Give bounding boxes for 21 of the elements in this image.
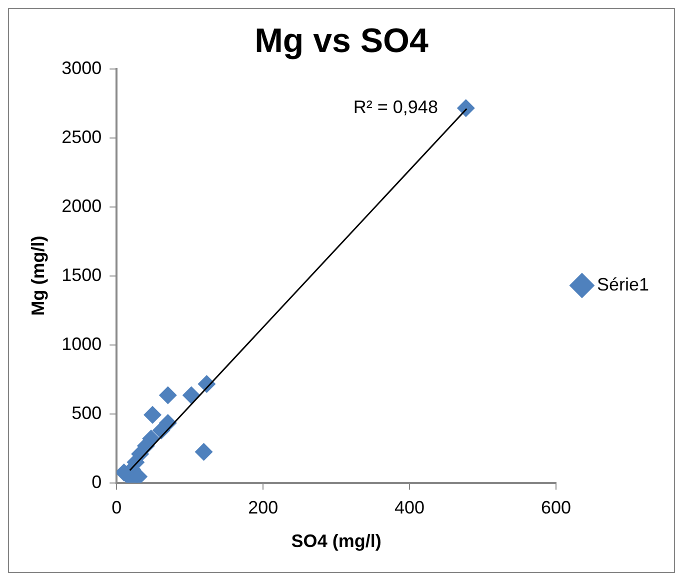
y-tick-label: 0 <box>92 472 102 492</box>
legend-label: Série1 <box>596 274 649 294</box>
x-tick-label: 0 <box>112 498 122 518</box>
point <box>144 406 162 424</box>
x-tick-label: 400 <box>394 498 425 518</box>
x-tick-label: 600 <box>540 498 571 518</box>
y-tick-label: 2000 <box>62 196 102 216</box>
y-tick-label: 500 <box>72 402 102 423</box>
y-tick-label: 2500 <box>62 126 102 147</box>
y-tick-label: 1500 <box>62 264 102 285</box>
x-tick-label: 200 <box>248 498 278 518</box>
point <box>158 386 177 404</box>
y-tick-label: 1000 <box>62 334 102 354</box>
x-axis-title: SO4 (mg/l) <box>291 531 382 552</box>
annotation: R² = 0,948 <box>353 96 438 117</box>
y-tick-label: 3000 <box>62 58 102 78</box>
point <box>194 442 213 461</box>
chart-title: Mg vs SO4 <box>254 22 429 60</box>
point <box>182 386 200 404</box>
point <box>456 99 475 118</box>
y-axis-title: Mg (mg/l) <box>28 236 48 316</box>
